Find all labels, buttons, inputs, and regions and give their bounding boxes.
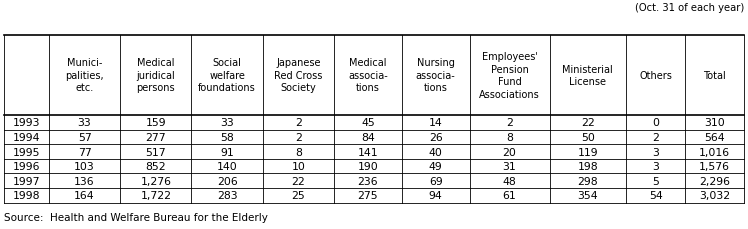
- Text: 57: 57: [78, 132, 91, 142]
- Text: 69: 69: [429, 176, 443, 186]
- Text: 22: 22: [581, 118, 595, 128]
- Text: 40: 40: [429, 147, 443, 157]
- Text: 58: 58: [220, 132, 234, 142]
- Text: 48: 48: [503, 176, 516, 186]
- Text: 283: 283: [217, 191, 237, 200]
- Text: 94: 94: [429, 191, 443, 200]
- Text: 14: 14: [429, 118, 443, 128]
- Text: Total: Total: [703, 71, 726, 81]
- Text: 1997: 1997: [13, 176, 40, 186]
- Text: 2: 2: [295, 132, 302, 142]
- Text: (Oct. 31 of each year): (Oct. 31 of each year): [635, 3, 744, 13]
- Text: 159: 159: [146, 118, 166, 128]
- Text: 1993: 1993: [13, 118, 40, 128]
- Text: 84: 84: [361, 132, 375, 142]
- Text: 77: 77: [78, 147, 91, 157]
- Text: 0: 0: [652, 118, 659, 128]
- Text: 26: 26: [429, 132, 443, 142]
- Text: 91: 91: [220, 147, 234, 157]
- Text: 3: 3: [652, 147, 659, 157]
- Text: 49: 49: [429, 161, 443, 171]
- Text: 1,722: 1,722: [141, 191, 171, 200]
- Text: 3: 3: [652, 161, 659, 171]
- Text: 2,296: 2,296: [699, 176, 730, 186]
- Text: 2: 2: [506, 118, 513, 128]
- Text: Medical
juridical
persons: Medical juridical persons: [136, 58, 175, 93]
- Text: 50: 50: [581, 132, 595, 142]
- Text: Source:  Health and Welfare Bureau for the Elderly: Source: Health and Welfare Bureau for th…: [4, 213, 268, 222]
- Text: 141: 141: [358, 147, 378, 157]
- Text: 1,576: 1,576: [699, 161, 730, 171]
- Text: 206: 206: [217, 176, 237, 186]
- Text: 33: 33: [78, 118, 91, 128]
- Text: 10: 10: [292, 161, 305, 171]
- Text: 2: 2: [652, 132, 659, 142]
- Text: Ministerial
License: Ministerial License: [562, 64, 613, 87]
- Text: 564: 564: [705, 132, 725, 142]
- Text: 1994: 1994: [13, 132, 40, 142]
- Text: 198: 198: [577, 161, 598, 171]
- Text: 3,032: 3,032: [699, 191, 730, 200]
- Text: 852: 852: [146, 161, 166, 171]
- Text: 8: 8: [506, 132, 513, 142]
- Text: 5: 5: [652, 176, 659, 186]
- Text: 354: 354: [577, 191, 598, 200]
- Text: 2: 2: [295, 118, 302, 128]
- Text: 33: 33: [220, 118, 234, 128]
- Text: 136: 136: [74, 176, 95, 186]
- Text: Social
welfare
foundations: Social welfare foundations: [198, 58, 256, 93]
- Text: 31: 31: [503, 161, 516, 171]
- Text: 1,276: 1,276: [141, 176, 171, 186]
- Text: 190: 190: [358, 161, 378, 171]
- Text: 1996: 1996: [13, 161, 40, 171]
- Text: Medical
associa-
tions: Medical associa- tions: [348, 58, 387, 93]
- Text: 45: 45: [361, 118, 375, 128]
- Text: 1998: 1998: [13, 191, 40, 200]
- Text: 277: 277: [146, 132, 166, 142]
- Text: 140: 140: [217, 161, 237, 171]
- Text: 103: 103: [74, 161, 95, 171]
- Text: 54: 54: [649, 191, 663, 200]
- Text: 275: 275: [358, 191, 378, 200]
- Text: 1995: 1995: [13, 147, 40, 157]
- Text: 236: 236: [358, 176, 378, 186]
- Text: 310: 310: [705, 118, 725, 128]
- Text: 119: 119: [577, 147, 598, 157]
- Text: 20: 20: [503, 147, 517, 157]
- Text: 22: 22: [292, 176, 305, 186]
- Text: Munici-
palities,
etc.: Munici- palities, etc.: [65, 58, 104, 93]
- Text: Others: Others: [640, 71, 672, 81]
- Text: 1,016: 1,016: [699, 147, 730, 157]
- Text: Employees'
Pension
Fund
Associations: Employees' Pension Fund Associations: [479, 52, 540, 99]
- Text: 61: 61: [503, 191, 516, 200]
- Text: 517: 517: [146, 147, 166, 157]
- Text: 298: 298: [577, 176, 598, 186]
- Text: Nursing
associa-
tions: Nursing associa- tions: [416, 58, 456, 93]
- Text: Japanese
Red Cross
Society: Japanese Red Cross Society: [275, 58, 322, 93]
- Text: 25: 25: [292, 191, 305, 200]
- Text: 8: 8: [295, 147, 302, 157]
- Text: 164: 164: [74, 191, 95, 200]
